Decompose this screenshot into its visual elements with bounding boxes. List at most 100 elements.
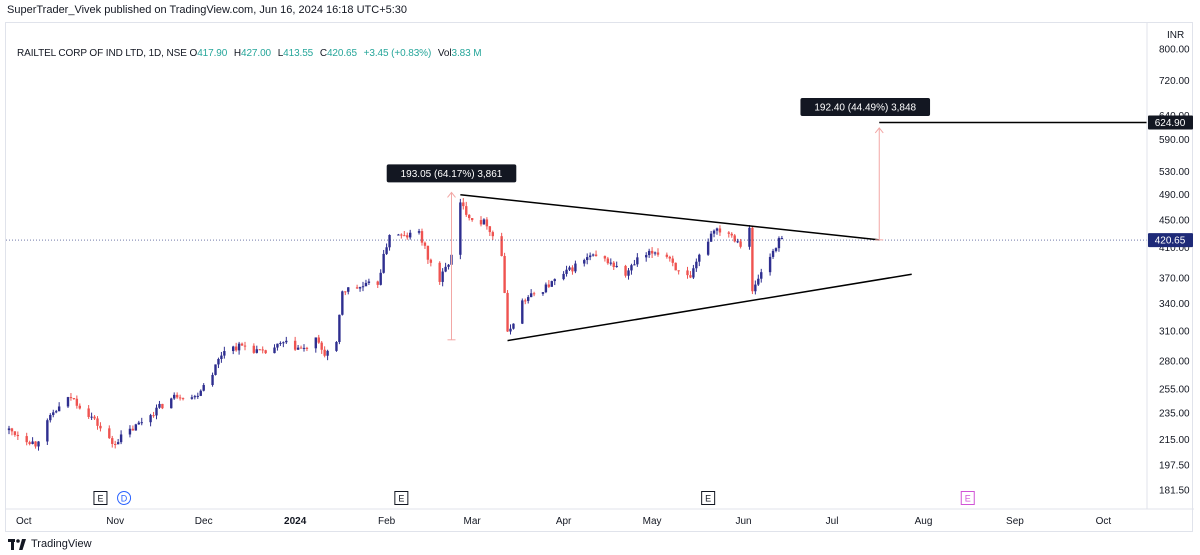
tradingview-logo[interactable]: TradingView <box>8 538 92 550</box>
candle-up[interactable] <box>397 234 400 236</box>
candle-down[interactable] <box>674 262 677 271</box>
candle-up[interactable] <box>128 428 132 435</box>
candle-down[interactable] <box>355 287 359 289</box>
candle-up[interactable] <box>709 233 713 242</box>
candle-up[interactable] <box>220 355 223 360</box>
candle-up[interactable] <box>409 232 412 238</box>
candle-up[interactable] <box>202 385 205 391</box>
candle-down[interactable] <box>25 436 28 443</box>
candle-down[interactable] <box>423 242 427 246</box>
candle-up[interactable] <box>574 263 577 272</box>
candle-up[interactable] <box>379 272 382 285</box>
candle-up[interactable] <box>314 337 317 349</box>
candle-down[interactable] <box>240 343 244 346</box>
candle-up[interactable] <box>541 292 545 294</box>
candle-down[interactable] <box>28 442 31 444</box>
candle-up[interactable] <box>137 422 140 425</box>
candle-up[interactable] <box>553 279 556 282</box>
candles[interactable] <box>7 198 784 451</box>
candle-up[interactable] <box>49 414 52 421</box>
candle-up[interactable] <box>140 422 143 424</box>
candle-up[interactable] <box>441 271 444 282</box>
candle-down[interactable] <box>718 228 722 233</box>
candle-down[interactable] <box>524 300 527 302</box>
candle-down[interactable] <box>181 398 185 400</box>
candle-up[interactable] <box>134 424 138 431</box>
candle-down[interactable] <box>161 403 164 409</box>
lower-trendline[interactable] <box>507 273 912 342</box>
candle-up[interactable] <box>276 343 279 348</box>
candle-up[interactable] <box>66 397 70 407</box>
candle-up[interactable] <box>338 314 341 343</box>
candle-down[interactable] <box>403 235 406 237</box>
candle-down[interactable] <box>320 342 323 350</box>
candle-down[interactable] <box>426 245 430 260</box>
candle-down[interactable] <box>264 350 267 354</box>
candle-up[interactable] <box>55 411 58 413</box>
candle-down[interactable] <box>111 438 114 444</box>
candle-up[interactable] <box>382 253 385 273</box>
candle-up[interactable] <box>7 428 11 431</box>
candle-down[interactable] <box>243 345 247 347</box>
candle-down[interactable] <box>234 346 238 351</box>
candle-down[interactable] <box>293 340 297 350</box>
candle-up[interactable] <box>544 284 548 293</box>
candle-up[interactable] <box>385 247 388 254</box>
candle-up[interactable] <box>633 264 636 266</box>
candle-up[interactable] <box>119 434 123 443</box>
candle-down[interactable] <box>131 428 135 431</box>
candle-down[interactable] <box>470 218 474 221</box>
candle-down[interactable] <box>87 408 90 417</box>
candle-down[interactable] <box>16 434 20 437</box>
candle-up[interactable] <box>777 238 781 249</box>
candle-up[interactable] <box>748 227 751 247</box>
candle-up[interactable] <box>706 241 710 255</box>
candle-up[interactable] <box>588 255 592 258</box>
candle-down[interactable] <box>751 227 754 292</box>
candle-down[interactable] <box>503 255 506 293</box>
candle-down[interactable] <box>465 206 468 215</box>
candle-down[interactable] <box>420 231 424 243</box>
earnings-upcoming-marker[interactable]: E <box>960 491 975 505</box>
candle-down[interactable] <box>344 291 347 293</box>
candle-up[interactable] <box>358 287 362 289</box>
candle-up[interactable] <box>388 234 391 248</box>
candle-down[interactable] <box>624 265 627 276</box>
candle-up[interactable] <box>444 266 447 272</box>
candle-down[interactable] <box>13 431 17 435</box>
candle-up[interactable] <box>279 342 282 344</box>
flagpole-measure-label[interactable]: 193.05 (64.17%) 3,861 <box>386 164 517 183</box>
candle-up[interactable] <box>52 412 55 415</box>
candle-down[interactable] <box>10 428 14 432</box>
candle-up[interactable] <box>630 265 633 271</box>
candle-up[interactable] <box>653 252 657 254</box>
candle-down[interactable] <box>305 347 309 349</box>
candle-up[interactable] <box>116 442 120 445</box>
candle-down[interactable] <box>252 345 256 353</box>
candle-up[interactable] <box>237 343 241 351</box>
candle-down[interactable] <box>178 397 182 399</box>
candle-down[interactable] <box>376 281 379 285</box>
candle-down[interactable] <box>612 262 615 268</box>
candle-up[interactable] <box>367 281 371 283</box>
candle-down[interactable] <box>152 415 155 417</box>
candle-up[interactable] <box>568 267 571 270</box>
candle-up[interactable] <box>512 323 515 329</box>
upper-trendline[interactable] <box>460 193 880 241</box>
candle-down[interactable] <box>733 235 736 242</box>
candle-up[interactable] <box>158 403 161 408</box>
candle-down[interactable] <box>650 250 654 254</box>
candle-up[interactable] <box>223 351 226 356</box>
candle-up[interactable] <box>509 328 512 332</box>
candle-up[interactable] <box>774 248 778 251</box>
candle-down[interactable] <box>500 236 503 256</box>
currency-label[interactable]: INR <box>1167 30 1184 41</box>
candle-up[interactable] <box>698 254 701 262</box>
candle-down[interactable] <box>532 293 536 295</box>
candle-up[interactable] <box>199 390 202 396</box>
candle-up[interactable] <box>302 347 306 349</box>
price-chart[interactable]: 193.05 (64.17%) 3,861 192.40 (44.49%) 3,8… <box>6 23 1194 533</box>
candle-up[interactable] <box>211 374 214 386</box>
symbol-legend[interactable]: RAILTEL CORP OF IND LTD, 1D, NSE O417.90… <box>17 48 485 59</box>
